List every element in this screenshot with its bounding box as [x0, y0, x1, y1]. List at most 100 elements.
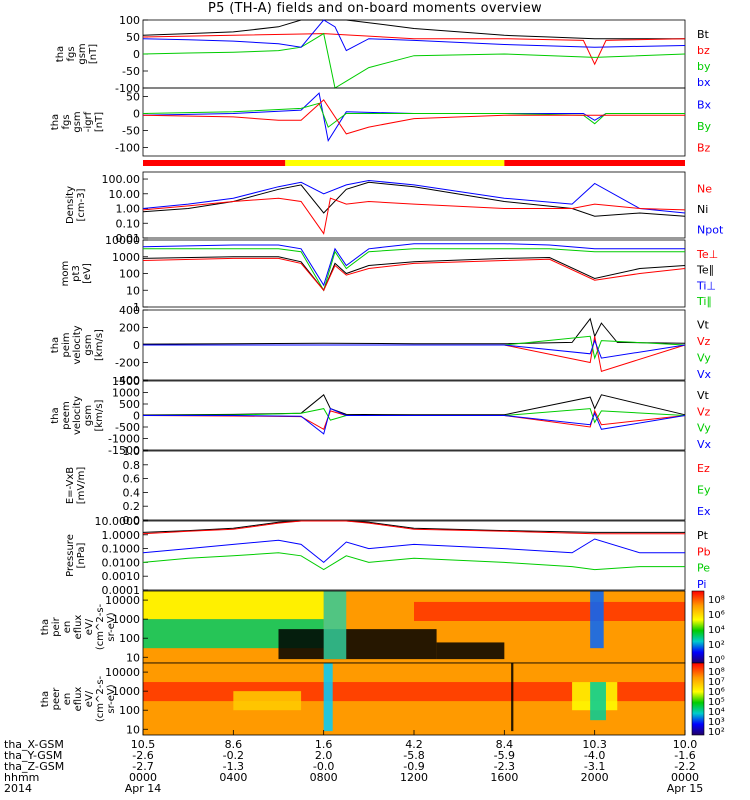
y-axis-label: gsm	[72, 111, 83, 132]
legend-label: bx	[697, 76, 711, 89]
ephemeris-value: 10.0	[672, 738, 698, 751]
y-axis-label: tha	[40, 691, 51, 707]
y-tick-label: 10.00	[109, 188, 141, 201]
y-axis-label: [cm-3]	[76, 188, 87, 221]
y-tick-label: 1000	[112, 613, 140, 626]
series-line	[142, 520, 685, 533]
colorbar-tick-label: 10²	[708, 727, 725, 738]
ephemeris-row-label: 2014	[4, 782, 32, 795]
series-line	[142, 102, 685, 128]
legend-label: Vt	[697, 389, 710, 402]
legend-label: Ti⊥	[696, 279, 716, 292]
legend-label: Pi	[697, 578, 706, 591]
y-axis-label: en	[62, 621, 73, 634]
y-tick-label: 0.0001	[102, 584, 141, 597]
ephemeris-value: -0.2	[222, 749, 245, 762]
series-line	[143, 336, 686, 372]
y-tick-label: 1.0	[123, 445, 141, 458]
legend-label: Bz	[697, 141, 711, 154]
y-tick-label: 100	[119, 268, 140, 281]
colorbar-tick-label: 10⁸	[708, 667, 725, 678]
spectrogram-band	[436, 642, 505, 660]
y-tick-label: 0.2	[123, 500, 141, 513]
y-tick-label: 10	[126, 284, 140, 297]
legend-label: by	[697, 60, 711, 73]
y-tick-label: 1500	[112, 375, 140, 388]
ephemeris-value: -1.6	[674, 749, 696, 762]
y-axis-label: tha	[50, 337, 61, 353]
y-axis-label: gsm	[83, 405, 94, 426]
colorbar	[691, 590, 705, 664]
series-line	[142, 181, 686, 217]
legend-label: Ey	[697, 484, 711, 497]
y-tick-label: -50	[122, 65, 140, 78]
ephemeris-value: 1200	[400, 771, 428, 784]
ephemeris-value: -2.2	[674, 760, 696, 773]
y-axis-label: peer	[51, 687, 62, 711]
panel-frame	[142, 19, 686, 89]
panel-frame	[142, 87, 686, 157]
y-axis-label: tha	[55, 46, 66, 62]
series-line	[143, 407, 686, 435]
spectrogram-band	[414, 601, 685, 621]
legend-label: Ex	[697, 505, 711, 518]
ephemeris-value: 4.2	[405, 738, 423, 751]
y-tick-label: 0.0100	[102, 556, 141, 569]
y-tick-label: 200	[119, 322, 140, 335]
y-tick-label: 10	[126, 723, 140, 736]
y-tick-label: 10000	[105, 594, 140, 607]
series-line	[142, 552, 685, 571]
y-tick-label: 0.6	[123, 473, 141, 486]
ephemeris-value: -5.8	[403, 749, 425, 762]
ephemeris-value: -0.9	[403, 760, 425, 773]
ephemeris-value: -2.7	[132, 760, 154, 773]
legend-label: Ne	[697, 182, 712, 195]
y-axis-label: eV/	[84, 618, 95, 635]
colorbar	[691, 662, 705, 736]
y-axis-label: eflux	[73, 687, 84, 712]
y-tick-label: 0	[133, 339, 140, 352]
y-tick-label: 0.8	[123, 459, 141, 472]
y-tick-label: 1.0000	[102, 529, 141, 542]
ephemeris-row-label: tha_Y-GSM	[4, 749, 63, 762]
colorbar-tick-label: 10⁷	[708, 677, 725, 688]
legend-label: Npot	[697, 224, 724, 237]
y-axis-label: fgs	[61, 114, 72, 129]
colorbar-tick-label: 10⁸	[708, 595, 725, 606]
y-axis-label: peir	[51, 616, 62, 636]
y-tick-label: -500	[115, 421, 140, 434]
ephemeris-value: -3.1	[583, 760, 606, 773]
legend-label: Pt	[697, 529, 709, 542]
ephemeris-value: 2000	[580, 771, 609, 784]
y-tick-label: -100	[115, 142, 140, 155]
ephemeris-value: 10.5	[130, 738, 156, 751]
series-line	[142, 256, 686, 292]
y-axis-label: sr-eV)	[106, 684, 117, 713]
ephemeris-value: 0800	[309, 771, 338, 784]
y-tick-label: 10	[126, 651, 140, 664]
legend-label: Ni	[697, 203, 708, 216]
legend-label: Vx	[697, 438, 712, 451]
y-tick-label: 500	[119, 398, 140, 411]
colorbar-tick-label: 10⁶	[708, 687, 725, 698]
spectrogram-band	[590, 591, 604, 649]
series-line	[143, 339, 686, 359]
panel-frame	[142, 171, 686, 239]
y-axis-label: [nPa]	[76, 542, 87, 568]
y-tick-label: 10000	[105, 666, 140, 679]
legend-label: Ti∥	[696, 295, 712, 308]
y-tick-label: 100	[119, 704, 140, 717]
ephemeris-value: 8.4	[495, 738, 514, 751]
ephemeris-value: 2.0	[314, 749, 333, 762]
ephemeris-value: 0000	[129, 771, 157, 784]
legend-label: bz	[697, 44, 710, 57]
legend-label: Vy	[697, 422, 711, 435]
y-tick-label: 1000	[112, 685, 140, 698]
series-line	[142, 33, 686, 66]
ephemeris-value: 10.3	[582, 738, 607, 751]
y-axis-label: velocity	[72, 325, 83, 364]
y-tick-label: -100	[115, 82, 140, 95]
y-tick-label: -1500	[108, 444, 140, 457]
y-tick-label: -400	[115, 374, 140, 387]
legend-label: Vt	[697, 318, 710, 331]
